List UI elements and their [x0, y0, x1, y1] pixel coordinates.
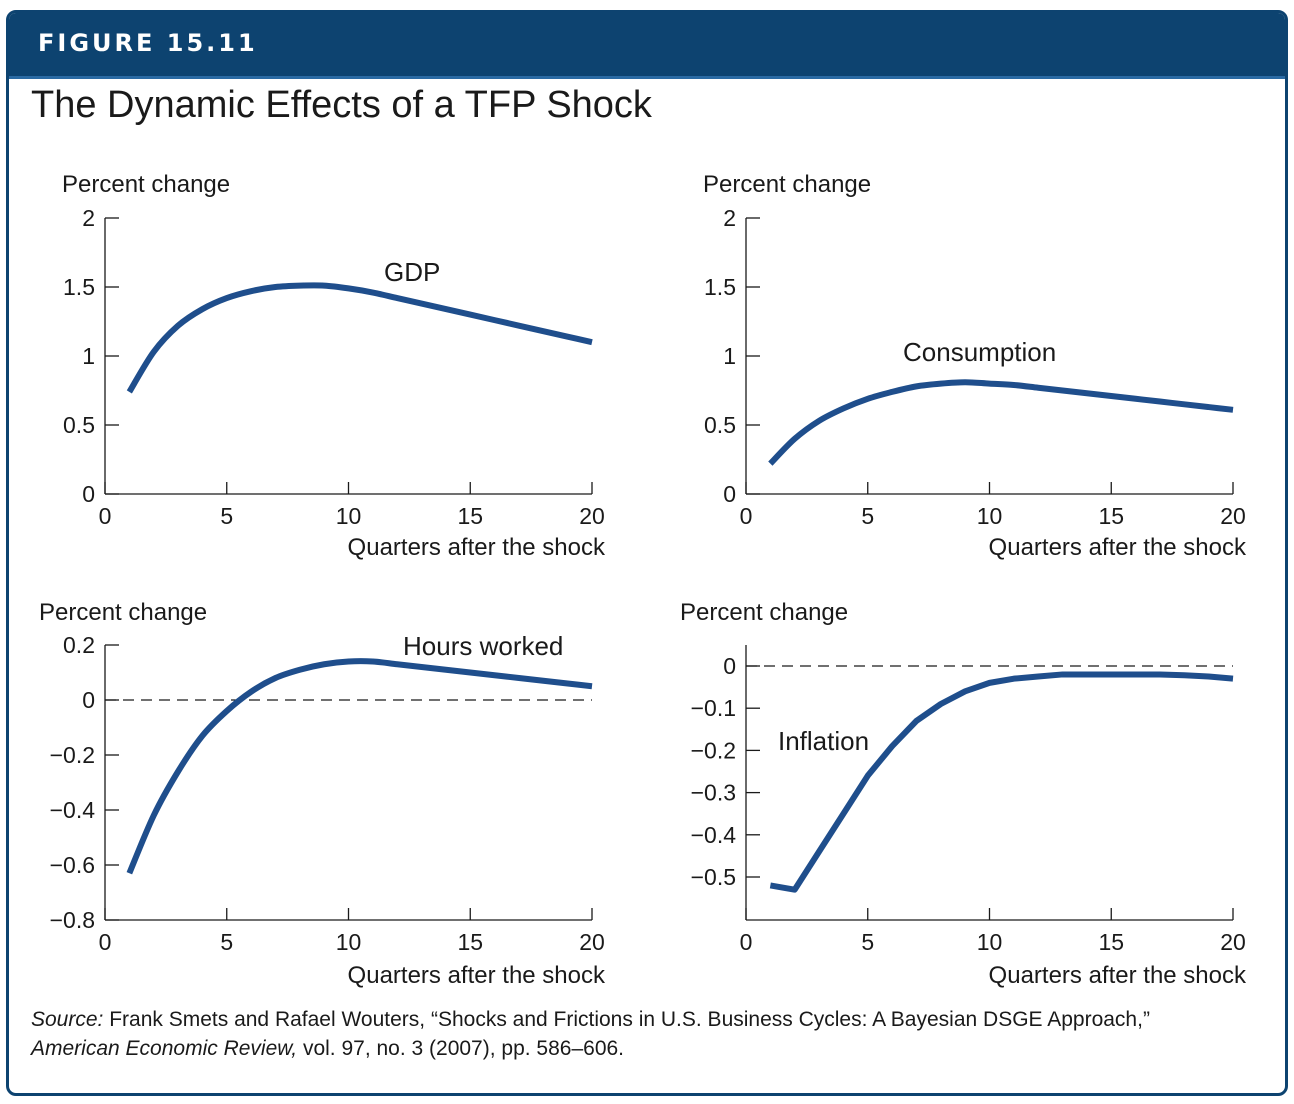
- chart-2-x-tick-label: 10: [977, 503, 1003, 529]
- chart-2-x-tick-label: 15: [1098, 503, 1124, 529]
- chart-3-y-tick-label: −0.8: [50, 907, 95, 933]
- chart-4-x-tick-label: 5: [861, 929, 874, 955]
- chart-1-x-tick-label: 5: [220, 503, 233, 529]
- chart-1-x-tick-label: 15: [457, 503, 483, 529]
- chart-2-y-tick-label: 0: [723, 481, 736, 507]
- chart-3-x-tick-label: 5: [220, 929, 233, 955]
- chart-4-series-label: Inflation: [778, 726, 869, 756]
- chart-3-y-tick-label: 0: [82, 687, 95, 713]
- chart-2-xlabel: Quarters after the shock: [989, 534, 1247, 561]
- source-text-2: vol. 97, no. 3 (2007), pp. 586–606.: [297, 1037, 625, 1060]
- chart-1-ylabel: Percent change: [62, 171, 230, 198]
- chart-2-y-tick-label: 1: [723, 343, 736, 369]
- figure-frame: FIGURE 15.11: [6, 10, 1288, 1096]
- chart-4-x-tick-label: 10: [977, 929, 1003, 955]
- source-journal: American Economic Review,: [31, 1037, 298, 1060]
- chart-2-series-label: Consumption: [903, 337, 1056, 367]
- chart-3-y-tick-label: 0.2: [63, 632, 95, 658]
- chart-1-y-tick-label: 0: [82, 481, 95, 507]
- chart-3-y-tick-label: −0.4: [50, 797, 96, 823]
- chart-2-ylabel: Percent change: [703, 171, 871, 198]
- figure-label: FIGURE 15.11: [38, 29, 258, 57]
- chart-2-y-tick-label: 1.5: [704, 274, 736, 300]
- chart-3-y-tick-label: −0.2: [50, 742, 95, 768]
- chart-1-x-tick-label: 0: [99, 503, 112, 529]
- chart-1-y-tick-label: 1: [82, 343, 95, 369]
- chart-3-series-line: [126, 658, 593, 875]
- chart-3-x-tick-label: 10: [336, 929, 362, 955]
- chart-2-y-tick-label: 0.5: [704, 412, 736, 438]
- chart-2-y-tick-label: 2: [723, 205, 736, 231]
- chart-4-y-tick-label: 0: [723, 653, 736, 679]
- chart-1-y-tick-label: 0.5: [63, 412, 95, 438]
- chart-2-series-line: [768, 379, 1234, 466]
- chart-1-series-label: GDP: [384, 257, 440, 287]
- chart-3-xlabel: Quarters after the shock: [348, 962, 606, 989]
- chart-2-x-tick-label: 0: [740, 503, 753, 529]
- chart-2-x-tick-label: 20: [1220, 503, 1246, 529]
- figure-header-bar: FIGURE 15.11: [9, 13, 1285, 79]
- chart-3-x-tick-label: 15: [457, 929, 483, 955]
- chart-4-y-tick-label: −0.5: [691, 864, 736, 890]
- chart-3-x-tick-label: 20: [579, 929, 605, 955]
- chart-4-x-tick-label: 0: [740, 929, 753, 955]
- chart-4-y-tick-label: −0.4: [691, 822, 737, 848]
- chart-1-y-tick-label: 1.5: [63, 274, 95, 300]
- chart-1-y-tick-label: 2: [82, 205, 95, 231]
- figure-title: The Dynamic Effects of a TFP Shock: [31, 84, 652, 126]
- chart-4-x-tick-label: 15: [1098, 929, 1124, 955]
- chart-2-x-tick-label: 5: [861, 503, 874, 529]
- source-text-1: Frank Smets and Rafael Wouters, “Shocks …: [103, 1008, 1150, 1031]
- chart-3-y-tick-label: −0.6: [50, 852, 95, 878]
- chart-4-xlabel: Quarters after the shock: [989, 962, 1247, 989]
- chart-1-x-tick-label: 20: [579, 503, 605, 529]
- chart-4-x-tick-label: 20: [1220, 929, 1246, 955]
- chart-4-y-tick-label: −0.3: [691, 780, 736, 806]
- chart-3-series-label: Hours worked: [403, 631, 563, 661]
- chart-3-x-tick-label: 0: [99, 929, 112, 955]
- chart-1-x-tick-label: 10: [336, 503, 362, 529]
- chart-4-y-tick-label: −0.1: [691, 695, 736, 721]
- chart-1-series-line: [126, 282, 593, 394]
- chart-1-xlabel: Quarters after the shock: [348, 534, 606, 561]
- source-note: Source: Frank Smets and Rafael Wouters, …: [31, 1005, 1231, 1063]
- chart-4-series-line: [769, 671, 1234, 893]
- chart-3-ylabel: Percent change: [39, 599, 207, 626]
- chart-4-y-tick-label: −0.2: [691, 737, 736, 763]
- source-label: Source:: [31, 1008, 104, 1031]
- chart-4-ylabel: Percent change: [680, 599, 848, 626]
